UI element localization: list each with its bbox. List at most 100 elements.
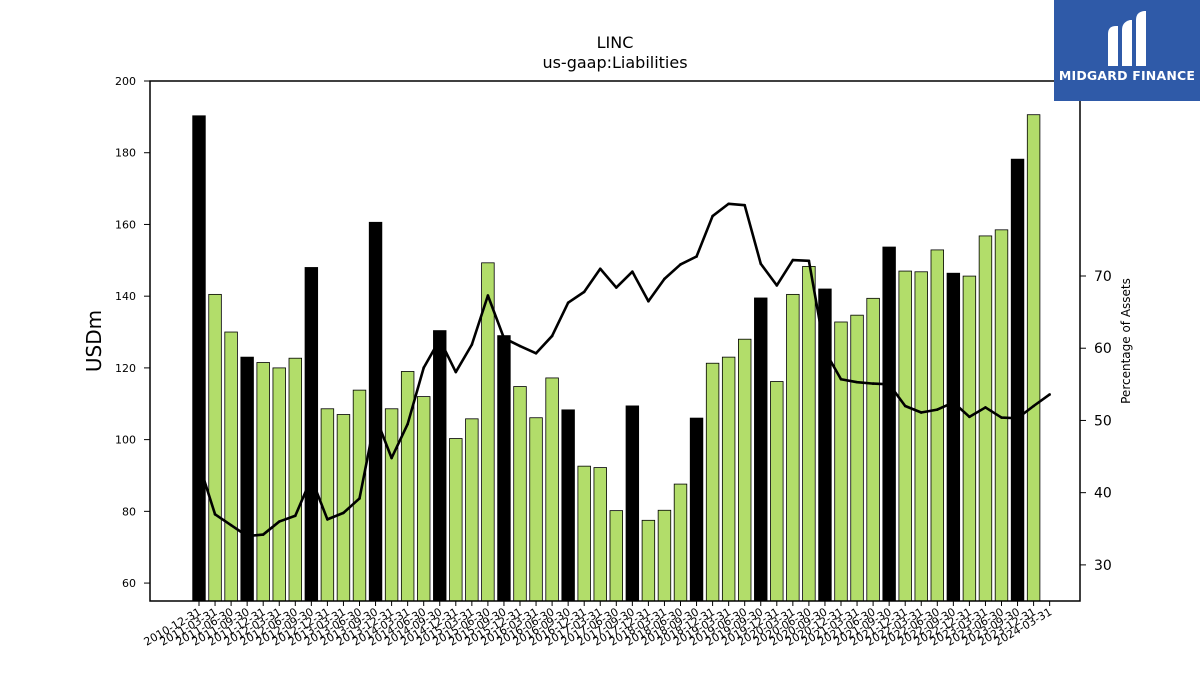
line-point-2014-06-30 [422,366,426,370]
line-point-2010-12-31 [197,462,201,466]
line-point-2017-06-30 [615,286,618,289]
y2-tick-label: 30 [1094,558,1112,574]
line-point-2014-03-31 [406,422,409,426]
line-point-2020-03-31 [791,258,795,262]
line-point-2017-12-31 [647,299,650,303]
bar-2016-06-30 [545,377,559,602]
line-point-2017-09-30 [631,270,634,273]
line-point-2013-03-31 [342,511,345,515]
bar-2021-06-30 [866,297,880,602]
y-tick-label: 120 [115,362,136,375]
bar-2020-09-30 [818,288,832,602]
line-point-2023-12-31 [1032,404,1035,408]
bar-2014-06-30 [416,396,431,602]
bar-2016-09-30 [561,409,575,602]
bar-2015-09-30 [497,335,511,602]
line-point-2023-06-30 [1000,416,1003,419]
line-point-2018-06-30 [679,263,682,266]
line-point-2019-09-30 [759,262,763,266]
y-axis-label: USDm [82,310,106,372]
line-point-2015-09-30 [502,336,506,340]
bar-2022-12-31 [962,275,977,602]
logo-text: MIDGARD FINANCE [1058,68,1196,83]
line-point-2012-03-31 [277,520,281,523]
line-point-2019-12-31 [775,284,779,287]
y-tick-label: 200 [115,75,136,88]
y-tick-label: 140 [115,290,136,303]
y-tick-label: 100 [115,434,136,447]
y2-tick-label: 60 [1094,341,1112,357]
bar-2017-12-31 [641,519,656,602]
line-point-2016-06-30 [550,334,554,338]
bar-2023-12-31 [1026,114,1041,602]
plot-frame [149,80,1081,602]
y-tick-label: 60 [122,577,136,590]
line-point-2018-03-31 [663,277,666,281]
line-point-2023-09-30 [1016,416,1019,420]
line-point-2021-06-30 [871,382,875,385]
y2-axis-label: Percentage of Assets [1119,278,1133,404]
y2-tick-label: 70 [1094,269,1112,285]
line-point-2013-12-31 [390,456,393,460]
line-point-2011-09-30 [245,534,249,538]
bar-2017-03-31 [593,467,607,602]
line-point-2021-03-31 [855,380,859,384]
bar-2018-03-31 [657,509,672,602]
bar-2019-03-31 [721,356,736,602]
bar-2015-03-31 [465,418,479,602]
bar-2018-12-31 [705,362,720,602]
bar-2015-06-30 [481,262,495,602]
bar-2013-12-31 [384,408,399,602]
bar-2012-06-30 [288,357,303,602]
line-point-2016-12-31 [582,290,586,294]
line-point-2020-12-31 [839,377,843,381]
line-group [197,202,1051,538]
bar-2016-12-31 [577,465,591,602]
line-point-2015-06-30 [486,294,490,297]
line-point-2016-09-30 [566,301,570,305]
bar-2011-12-31 [256,362,270,602]
y-tick-label: 180 [115,147,136,160]
bar-2018-06-30 [673,483,688,602]
y-tick-label: 80 [122,505,136,518]
line-point-2013-06-30 [358,497,361,500]
y2-tick-label: 40 [1094,486,1112,502]
bar-2022-06-30 [930,249,945,602]
bar-2014-09-30 [433,330,447,602]
line-point-2019-06-30 [743,203,746,207]
line-point-2023-03-31 [984,406,987,409]
bar-2017-06-30 [609,510,624,602]
bar-2010-12-31 [192,115,206,602]
midgard-logo-icon [1108,11,1146,66]
bar-2023-03-31 [978,235,993,602]
left-axis: 60 80 100 120 140 160 180 200 [115,75,150,590]
line-point-2022-09-30 [952,401,955,404]
line-point-2018-12-31 [711,214,714,218]
line-point-2015-03-31 [470,343,474,346]
line-point-2012-09-30 [310,476,313,480]
bar-2012-09-30 [304,267,319,602]
bar-2011-03-31 [208,293,222,602]
chart-title: LINC [597,33,634,52]
bar-2017-09-30 [625,405,640,602]
line-point-2017-03-31 [598,267,602,271]
line-point-2021-12-31 [903,404,907,408]
line-point-2012-12-31 [326,518,329,521]
line-point-2015-12-31 [518,344,522,348]
line-point-2020-09-30 [823,349,827,353]
bar-2022-09-30 [946,272,961,602]
x-axis: 2010-12-312011-03-312011-06-302011-09-30… [142,601,1054,649]
line-point-2022-06-30 [936,408,939,411]
line-point-2022-12-31 [968,415,971,419]
line-point-2019-03-31 [727,202,730,206]
bar-2019-12-31 [770,381,784,602]
right-axis: 30 40 50 60 70 [1080,269,1112,574]
bar-2018-09-30 [689,417,704,602]
midgard-finance-logo: MIDGARD FINANCE [1054,0,1200,101]
line-point-2022-03-31 [919,411,923,414]
bar-2023-09-30 [1010,158,1025,602]
line-point-2020-06-30 [807,259,811,263]
line-point-2012-06-30 [294,514,297,518]
bar-2013-09-30 [368,221,383,602]
line-point-2016-03-31 [534,351,538,355]
